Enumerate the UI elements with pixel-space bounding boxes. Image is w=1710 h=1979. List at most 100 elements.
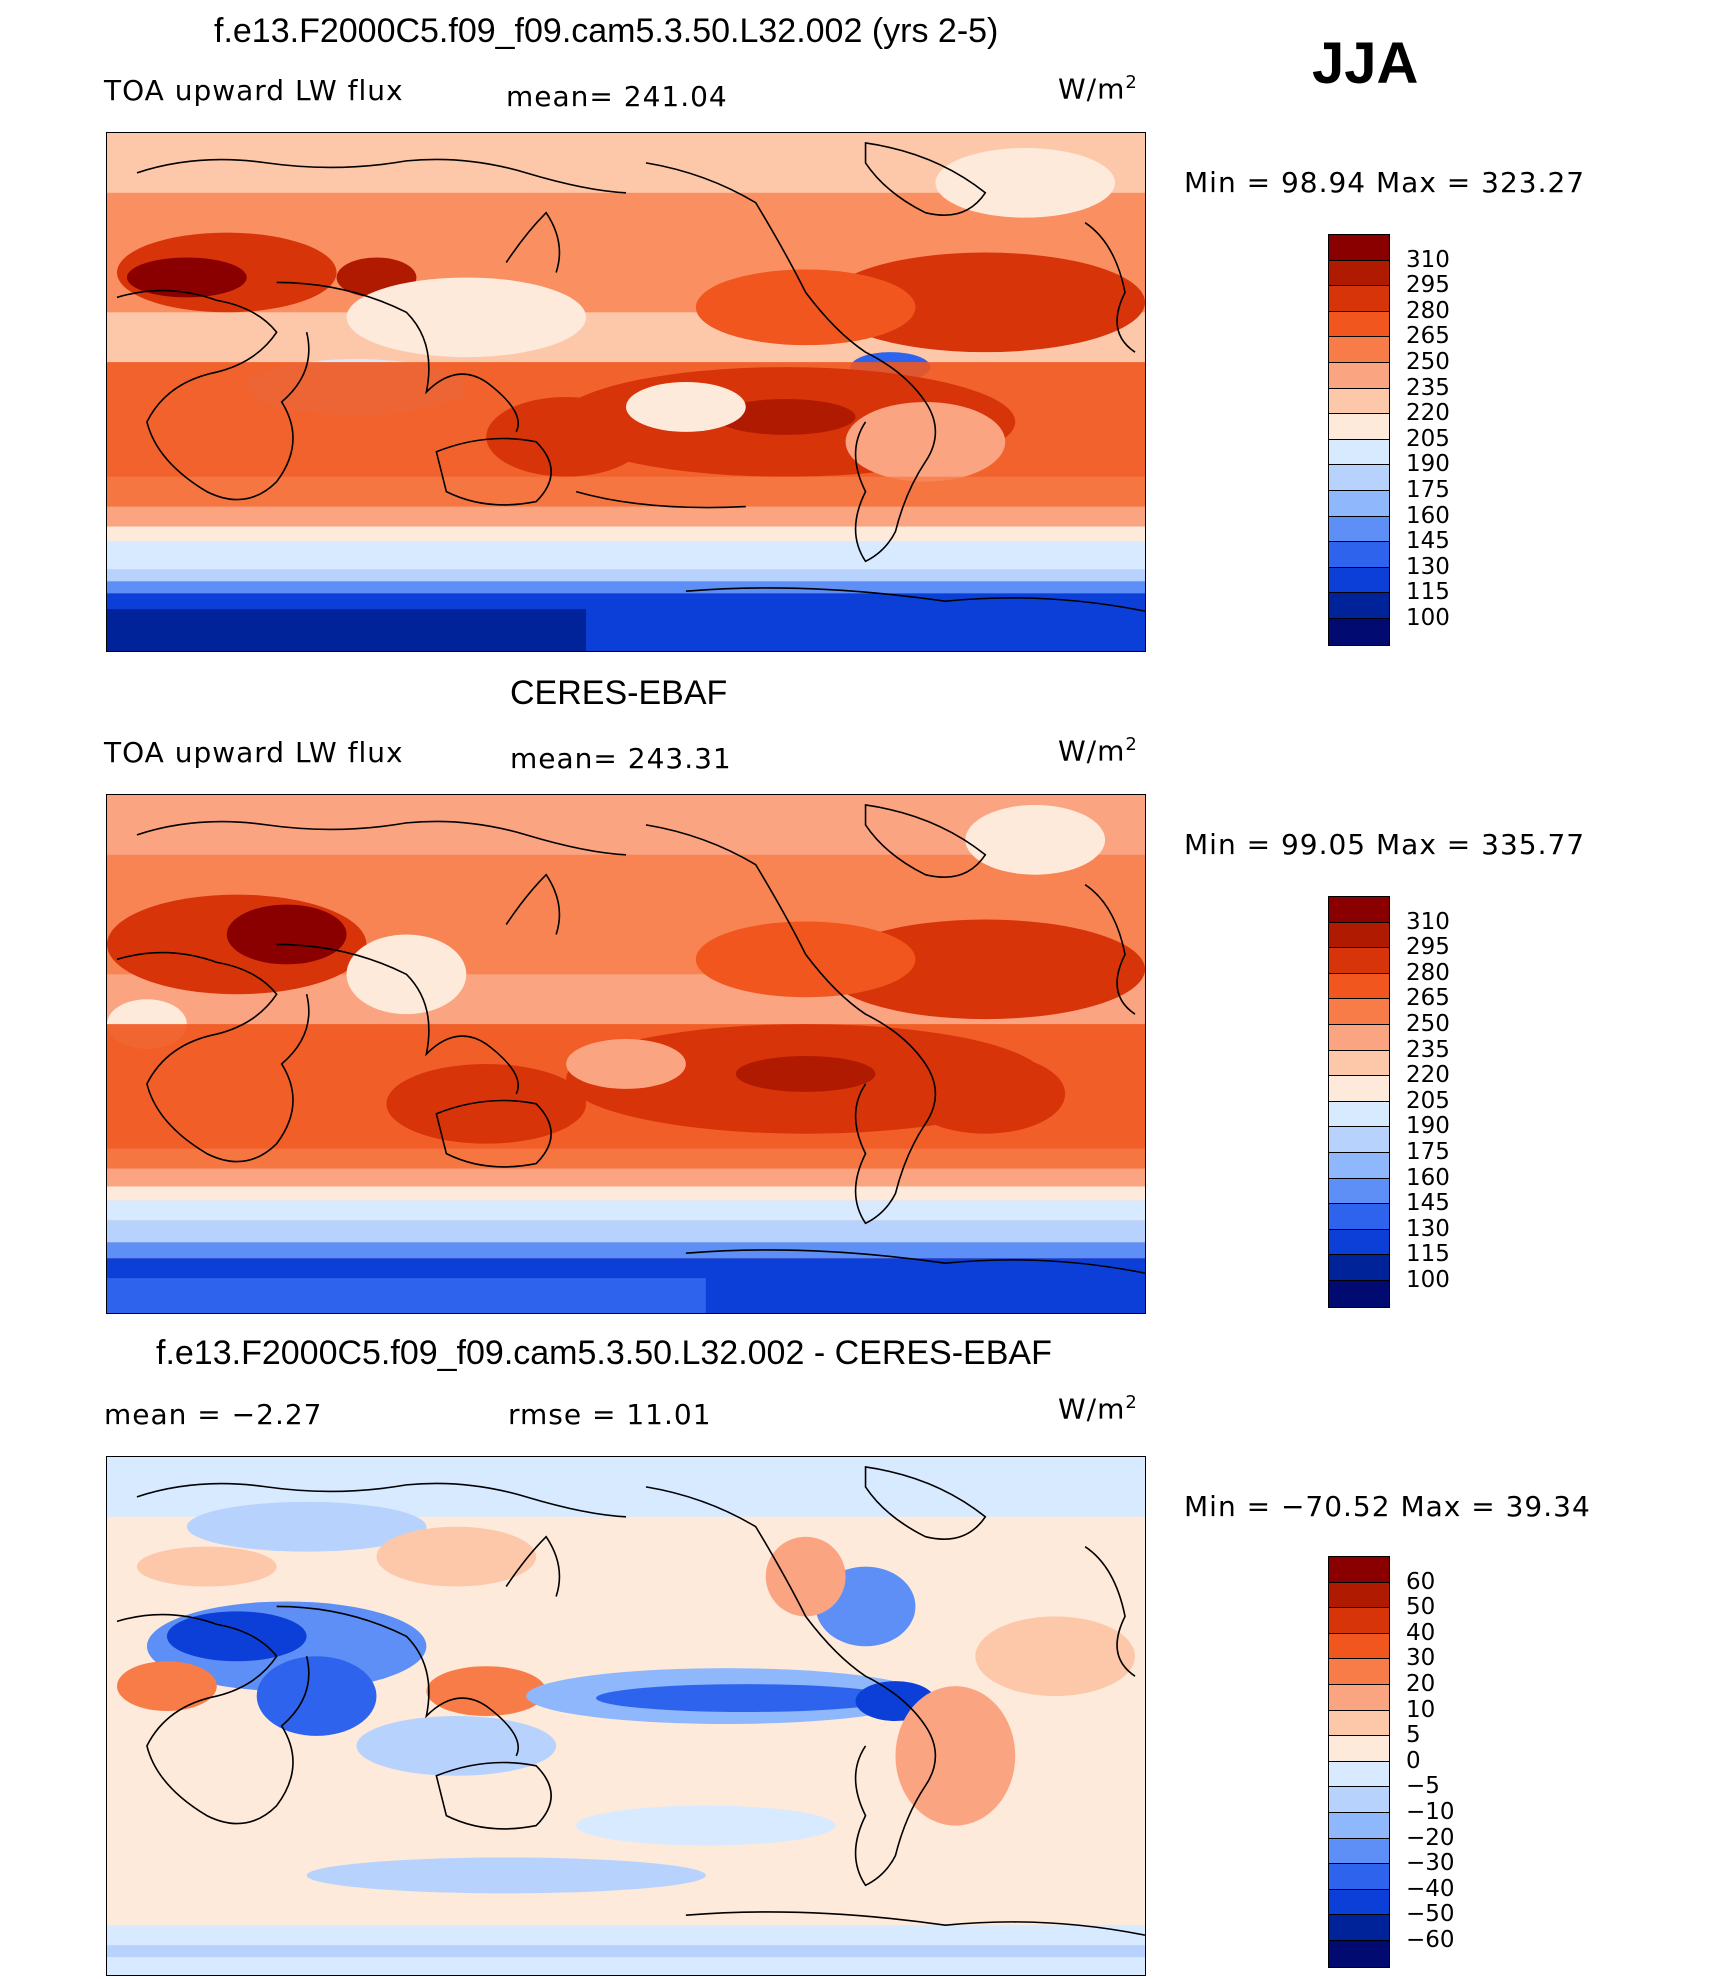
units-label-obs: W/m2 — [1058, 734, 1138, 768]
colorbar-tick-label: 175 — [1406, 477, 1450, 503]
colorbar-swatch — [1329, 618, 1389, 645]
minmax-diff: Min = −70.52 Max = 39.34 — [1184, 1490, 1591, 1523]
colorbar-swatch — [1329, 490, 1389, 517]
colorbar-tick-label: 130 — [1406, 553, 1450, 580]
colorbar-tick-label: 145 — [1406, 1190, 1450, 1217]
colorbar-swatch — [1329, 1633, 1389, 1660]
colorbar-obs — [1328, 896, 1390, 1308]
colorbar-swatch — [1329, 311, 1389, 338]
colorbar-swatch — [1329, 1940, 1389, 1967]
season-label: JJA — [1312, 31, 1419, 96]
colorbar-swatch — [1329, 1582, 1389, 1609]
colorbar-swatch — [1329, 1101, 1389, 1128]
colorbar-swatch — [1329, 1229, 1389, 1256]
colorbar-swatch — [1329, 567, 1389, 594]
colorbar-tick-label: 20 — [1406, 1671, 1436, 1697]
colorbar-tick-label: 280 — [1406, 959, 1450, 986]
colorbar-swatch — [1329, 235, 1389, 261]
colorbar-tick-label: −10 — [1406, 1799, 1455, 1825]
colorbar-swatch — [1329, 1608, 1389, 1634]
colorbar-tick-label: 175 — [1406, 1139, 1450, 1165]
minmax-model: Min = 98.94 Max = 323.27 — [1184, 166, 1586, 199]
colorbar-swatch — [1329, 414, 1389, 440]
colorbar-tick-label: 160 — [1406, 1164, 1450, 1191]
colorbar-tick-label: 115 — [1406, 1241, 1450, 1268]
colorbar-swatch — [1329, 362, 1389, 389]
colorbar-tick-label: 205 — [1406, 425, 1450, 452]
colorbar-tick-label: 100 — [1406, 1267, 1450, 1293]
colorbar-tick-label: 265 — [1406, 323, 1450, 350]
colorbar-tick-label: 295 — [1406, 272, 1450, 299]
colorbar-swatch — [1329, 1710, 1389, 1737]
colorbar-swatch — [1329, 973, 1389, 1000]
colorbar-swatch — [1329, 1736, 1389, 1762]
map-model — [106, 132, 1146, 652]
colorbar-tick-label: −50 — [1406, 1901, 1455, 1928]
colorbar-tick-label: 250 — [1406, 1011, 1450, 1037]
colorbar-swatch — [1329, 922, 1389, 949]
colorbar-swatch — [1329, 337, 1389, 363]
colorbar-tick-label: −40 — [1406, 1875, 1455, 1902]
colorbar-tick-label: 250 — [1406, 349, 1450, 375]
colorbar-swatch — [1329, 465, 1389, 491]
colorbar-swatch — [1329, 1557, 1389, 1583]
colorbar-tick-label: 0 — [1406, 1747, 1421, 1774]
colorbar-tick-label: 295 — [1406, 934, 1450, 961]
colorbar-swatch — [1329, 1864, 1389, 1890]
colorbar-tick-label: −5 — [1406, 1773, 1440, 1800]
colorbar-swatch — [1329, 1076, 1389, 1102]
colorbar-swatch — [1329, 1050, 1389, 1077]
colorbar-tick-label: −60 — [1406, 1927, 1455, 1953]
mean-label-diff: mean = −2.27 — [104, 1398, 323, 1431]
panel-title-model: f.e13.F2000C5.f09_f09.cam5.3.50.L32.002 … — [214, 12, 999, 50]
colorbar-swatch — [1329, 1915, 1389, 1941]
colorbar-swatch — [1329, 286, 1389, 312]
colorbar-swatch — [1329, 1761, 1389, 1788]
colorbar-tick-label: 40 — [1406, 1619, 1436, 1646]
colorbar-tick-label: 280 — [1406, 297, 1450, 324]
units-label-diff: W/m2 — [1058, 1392, 1138, 1426]
colorbar-tick-label: −30 — [1406, 1850, 1455, 1877]
units-label-model: W/m2 — [1058, 72, 1138, 106]
colorbar-swatch — [1329, 1127, 1389, 1153]
colorbar-swatch — [1329, 1024, 1389, 1051]
colorbar-swatch — [1329, 1659, 1389, 1685]
colorbar-swatch — [1329, 1812, 1389, 1839]
colorbar-tick-label: 130 — [1406, 1215, 1450, 1242]
colorbar-swatch — [1329, 1204, 1389, 1230]
colorbar-swatch — [1329, 897, 1389, 923]
colorbar-swatch — [1329, 948, 1389, 974]
colorbar-swatch — [1329, 439, 1389, 466]
colorbar-tick-label: 190 — [1406, 1113, 1450, 1140]
colorbar-tick-label: −20 — [1406, 1824, 1455, 1851]
colorbar-tick-label: 190 — [1406, 451, 1450, 478]
colorbar-tick-label: 235 — [1406, 1036, 1450, 1063]
colorbar-tick-label: 310 — [1406, 908, 1450, 935]
colorbar-tick-label: 50 — [1406, 1594, 1436, 1621]
variable-label-obs: TOA upward LW flux — [104, 736, 404, 769]
colorbar-model — [1328, 234, 1390, 646]
colorbar-swatch — [1329, 1684, 1389, 1711]
colorbar-tick-label: 30 — [1406, 1645, 1436, 1672]
colorbar-diff — [1328, 1556, 1390, 1968]
panel-title-obs: CERES-EBAF — [510, 674, 728, 712]
variable-label-model: TOA upward LW flux — [104, 74, 404, 107]
colorbar-swatch — [1329, 1280, 1389, 1307]
colorbar-swatch — [1329, 516, 1389, 543]
colorbar-tick-label: 60 — [1406, 1568, 1436, 1595]
colorbar-tick-label: 160 — [1406, 502, 1450, 529]
rmse-label-diff: rmse = 11.01 — [508, 1398, 712, 1431]
colorbar-swatch — [1329, 1255, 1389, 1281]
colorbar-tick-label: 220 — [1406, 400, 1450, 427]
colorbar-tick-label: 5 — [1406, 1722, 1421, 1749]
colorbar-tick-label: 100 — [1406, 605, 1450, 631]
mean-label-obs: mean= 243.31 — [510, 742, 732, 775]
minmax-obs: Min = 99.05 Max = 335.77 — [1184, 828, 1586, 861]
map-obs — [106, 794, 1146, 1314]
colorbar-swatch — [1329, 1838, 1389, 1865]
colorbar-tick-label: 265 — [1406, 985, 1450, 1012]
colorbar-tick-label: 310 — [1406, 246, 1450, 273]
colorbar-tick-label: 115 — [1406, 579, 1450, 606]
colorbar-swatch — [1329, 1178, 1389, 1205]
colorbar-tick-label: 220 — [1406, 1062, 1450, 1089]
